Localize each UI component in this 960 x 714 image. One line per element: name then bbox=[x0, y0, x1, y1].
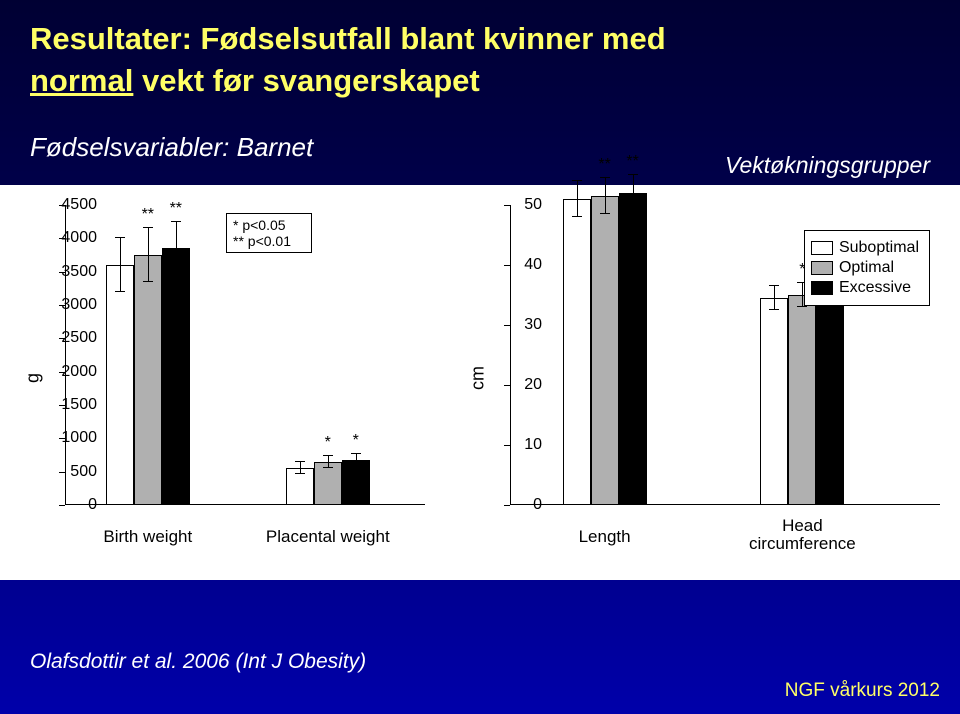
error-cap bbox=[323, 455, 333, 456]
legend-swatch bbox=[811, 241, 833, 255]
bar bbox=[342, 460, 370, 505]
ytick-mark bbox=[504, 385, 510, 386]
title-line2-rest: vekt før svangerskapet bbox=[133, 63, 479, 98]
error-bar bbox=[605, 178, 606, 214]
ytick-mark bbox=[59, 205, 65, 206]
error-bar bbox=[120, 238, 121, 291]
pbox-line1: * p<0.05 bbox=[233, 217, 305, 233]
significance-marker: ** bbox=[626, 153, 638, 171]
error-bar bbox=[148, 228, 149, 281]
bar bbox=[591, 196, 619, 505]
error-cap bbox=[295, 473, 305, 474]
error-cap bbox=[628, 210, 638, 211]
right-panel: cm 01020304050Length****Headcircumferenc… bbox=[470, 205, 940, 550]
error-cap bbox=[143, 281, 153, 282]
right-y-label: cm bbox=[468, 366, 489, 390]
title-line2-underlined: normal bbox=[30, 63, 133, 98]
legend-label: Suboptimal bbox=[839, 239, 919, 257]
error-cap bbox=[115, 237, 125, 238]
bar bbox=[106, 265, 134, 505]
subtitle: Fødselsvariabler: Barnet bbox=[30, 132, 313, 163]
error-cap bbox=[600, 177, 610, 178]
error-cap bbox=[171, 221, 181, 222]
ytick-mark bbox=[59, 338, 65, 339]
ytick-mark bbox=[504, 445, 510, 446]
legend-swatch bbox=[811, 281, 833, 295]
error-cap bbox=[351, 453, 361, 454]
significance-marker: ** bbox=[598, 156, 610, 174]
error-cap bbox=[797, 306, 807, 307]
ytick-mark bbox=[59, 305, 65, 306]
footer: NGF vårkurs 2012 bbox=[785, 680, 940, 702]
left-panel: g 050010001500200025003000350040004500Bi… bbox=[25, 205, 425, 550]
pbox-line2: ** p<0.01 bbox=[233, 233, 305, 249]
legend-label: Optimal bbox=[839, 259, 894, 277]
bar bbox=[816, 294, 844, 505]
chart-container: g 050010001500200025003000350040004500Bi… bbox=[0, 185, 960, 580]
error-cap bbox=[351, 465, 361, 466]
significance-marker: ** bbox=[142, 206, 154, 224]
ytick-mark bbox=[59, 405, 65, 406]
ytick-mark bbox=[504, 205, 510, 206]
ytick-mark bbox=[59, 372, 65, 373]
left-y-axis bbox=[65, 205, 66, 505]
error-cap bbox=[171, 274, 181, 275]
error-cap bbox=[628, 174, 638, 175]
ytick-mark bbox=[59, 238, 65, 239]
ytick-mark bbox=[504, 265, 510, 266]
category-label: Length bbox=[579, 527, 631, 547]
ytick-mark bbox=[59, 438, 65, 439]
error-cap bbox=[600, 213, 610, 214]
right-y-axis bbox=[510, 205, 511, 505]
ytick-mark bbox=[59, 272, 65, 273]
error-cap bbox=[295, 461, 305, 462]
weight-groups-label: Vektøkningsgrupper bbox=[725, 152, 930, 179]
ytick-mark bbox=[59, 472, 65, 473]
legend-row: Optimal bbox=[811, 259, 919, 277]
significance-marker: * bbox=[353, 432, 359, 450]
legend-label: Excessive bbox=[839, 279, 911, 297]
ytick-mark bbox=[59, 505, 65, 506]
category-label: Placental weight bbox=[266, 527, 390, 547]
left-y-label: g bbox=[23, 372, 44, 382]
bar bbox=[162, 248, 190, 505]
slide-title: Resultater: Fødselsutfall blant kvinner … bbox=[30, 18, 666, 102]
bar bbox=[788, 295, 816, 505]
significance-marker: * bbox=[325, 434, 331, 452]
bar bbox=[563, 199, 591, 505]
error-cap bbox=[323, 467, 333, 468]
significance-marker: ** bbox=[170, 200, 182, 218]
category-label: Headcircumference bbox=[749, 517, 856, 553]
bar bbox=[314, 462, 342, 505]
error-cap bbox=[143, 227, 153, 228]
legend: Suboptimal Optimal Excessive bbox=[804, 230, 930, 306]
bar bbox=[760, 298, 788, 505]
ytick-mark bbox=[504, 325, 510, 326]
error-bar bbox=[774, 286, 775, 310]
citation: Olafsdottir et al. 2006 (Int J Obesity) bbox=[30, 650, 366, 674]
legend-row: Excessive bbox=[811, 279, 919, 297]
bar bbox=[134, 255, 162, 505]
legend-swatch bbox=[811, 261, 833, 275]
bar bbox=[619, 193, 647, 505]
error-bar bbox=[176, 222, 177, 275]
error-cap bbox=[115, 291, 125, 292]
error-cap bbox=[572, 216, 582, 217]
error-bar bbox=[633, 175, 634, 211]
error-cap bbox=[572, 180, 582, 181]
title-line1: Resultater: Fødselsutfall blant kvinner … bbox=[30, 21, 666, 56]
category-label: Birth weight bbox=[103, 527, 192, 547]
p-value-box: * p<0.05 ** p<0.01 bbox=[226, 213, 312, 253]
error-cap bbox=[769, 309, 779, 310]
error-cap bbox=[769, 285, 779, 286]
error-bar bbox=[577, 181, 578, 217]
ytick-mark bbox=[504, 505, 510, 506]
legend-row: Suboptimal bbox=[811, 239, 919, 257]
